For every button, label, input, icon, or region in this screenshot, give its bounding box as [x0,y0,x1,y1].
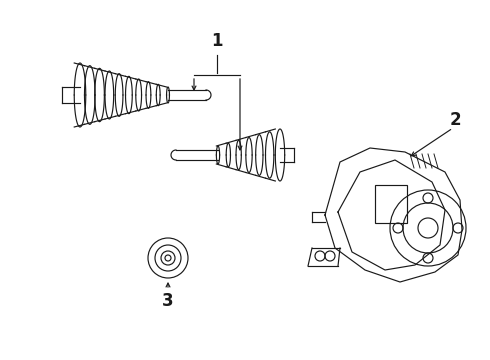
Text: 1: 1 [211,32,223,50]
Text: 2: 2 [449,111,461,129]
Text: 3: 3 [162,292,174,310]
Bar [375,185,407,223]
